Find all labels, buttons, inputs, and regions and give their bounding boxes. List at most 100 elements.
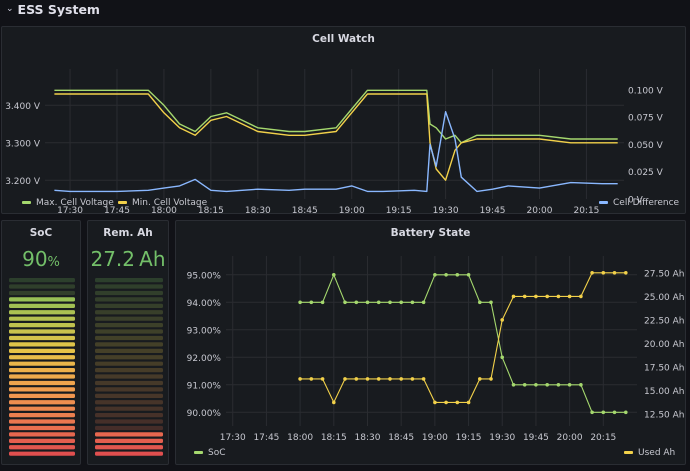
x-tick-label: 20:15 xyxy=(573,206,599,215)
data-point-soc xyxy=(365,300,370,305)
gauge-cell xyxy=(95,284,163,289)
gauge-cell xyxy=(95,393,163,398)
legend-swatch xyxy=(624,451,633,454)
row-header[interactable]: ⌄ ESS System xyxy=(0,0,690,18)
data-point-used-ah xyxy=(399,377,403,381)
gauge-cell xyxy=(95,406,163,411)
data-point-used-ah xyxy=(410,377,415,381)
data-point-used-ah xyxy=(365,377,370,381)
data-point-used-ah xyxy=(466,400,471,405)
y2-tick-label: 0 V xyxy=(628,196,644,206)
legend-label: SoC xyxy=(208,448,226,458)
gauge-cell xyxy=(95,425,163,431)
x-tick-label: 19:30 xyxy=(433,206,459,215)
gauge-cell xyxy=(9,451,75,456)
panel-title: SoC xyxy=(29,227,53,239)
data-point-used-ah xyxy=(556,294,561,299)
data-point-soc xyxy=(624,410,628,415)
x-tick-label: 18:15 xyxy=(321,433,347,443)
data-point-used-ah xyxy=(601,271,606,275)
gauge-cell xyxy=(95,303,163,308)
gauge-cell xyxy=(95,380,163,386)
legend-swatch xyxy=(22,201,31,204)
data-point-used-ah xyxy=(579,294,583,299)
data-point-soc xyxy=(511,383,516,387)
data-point-used-ah xyxy=(478,377,482,381)
gauge-cell xyxy=(95,355,163,360)
data-point-soc xyxy=(410,300,415,305)
gauge-cell xyxy=(9,355,75,360)
y2-tick-label: 0.100 V xyxy=(628,86,664,96)
data-point-soc xyxy=(466,273,471,277)
data-point-soc xyxy=(320,300,325,305)
gauge-cell xyxy=(95,413,163,418)
data-point-used-ah xyxy=(545,294,549,299)
legend-label: Cell Difference xyxy=(613,198,680,208)
x-tick-label: 17:30 xyxy=(220,433,246,443)
soc-panel[interactable]: SoC 90% xyxy=(1,220,81,465)
gauge-cell xyxy=(9,329,75,334)
x-tick-label: 20:00 xyxy=(527,206,553,215)
soc-number: 90 xyxy=(22,247,48,271)
gauge-cell xyxy=(9,303,75,308)
gauge-cell xyxy=(95,316,163,321)
cell-watch-chart[interactable]: 3.400 V 3.300 V 3.200 V 0.100 V 0.075 V 0.050… xyxy=(2,27,687,215)
chevron-down-icon[interactable]: ⌄ xyxy=(6,4,14,14)
gauge-cell xyxy=(9,310,75,315)
x-tick-label: 19:45 xyxy=(523,433,549,443)
data-point-soc xyxy=(567,383,572,387)
gauge-cell xyxy=(9,374,75,379)
data-point-used-ah xyxy=(376,377,381,381)
data-point-soc xyxy=(489,300,493,305)
gauge-cell xyxy=(9,297,75,302)
y-tick-label: 94.00% xyxy=(187,299,222,309)
soc-value: 90% xyxy=(2,247,80,271)
gauge-cell xyxy=(95,419,163,424)
rem-ah-panel[interactable]: Rem. Ah 27.2 Ah xyxy=(87,220,169,465)
data-point-used-ah xyxy=(624,271,628,275)
x-tick-label: 19:00 xyxy=(422,433,448,443)
data-point-used-ah xyxy=(612,271,617,275)
gauge-cell xyxy=(95,290,163,296)
data-point-used-ah xyxy=(534,294,538,299)
x-tick-label: 19:15 xyxy=(386,206,412,215)
series-line-max-cell-voltage xyxy=(54,89,618,144)
rem-ah-unit: Ah xyxy=(139,247,166,271)
panel-title: Battery State xyxy=(390,227,471,239)
battery-state-panel[interactable]: Battery State 95.00% 94.00% 93.00% 92.00% 91… xyxy=(175,220,686,465)
battery-state-chart[interactable]: 95.00% 94.00% 93.00% 92.00% 91.00% 90.00% 27.5… xyxy=(176,221,687,466)
cell-watch-panel[interactable]: Cell Watch 3.400 V 3.300 V 3.200 V 0.100 V 0… xyxy=(1,26,687,215)
panel-title: Rem. Ah xyxy=(103,227,153,239)
data-point-used-ah xyxy=(298,377,302,381)
gauge-cell xyxy=(95,361,163,366)
gauge-cell xyxy=(95,335,163,341)
data-point-used-ah xyxy=(309,377,314,381)
y2-tick-label: 0.025 V xyxy=(628,168,664,178)
data-point-used-ah xyxy=(388,377,392,381)
gauge-cell xyxy=(95,278,163,283)
gauge-cell xyxy=(95,432,163,437)
x-tick-label: 20:00 xyxy=(557,433,583,443)
data-point-soc xyxy=(556,383,561,387)
gauge-cell xyxy=(95,323,163,328)
x-tick-label: 18:30 xyxy=(355,433,381,443)
row-title: ESS System xyxy=(17,1,100,17)
data-point-soc xyxy=(522,383,527,387)
soc-unit: % xyxy=(47,255,60,270)
legend-label: Min. Cell Voltage xyxy=(132,198,208,208)
data-point-soc xyxy=(455,273,460,277)
x-tick-label: 19:00 xyxy=(339,206,365,215)
data-point-used-ah xyxy=(354,377,359,381)
legend-swatch xyxy=(599,201,608,204)
rem-ah-number: 27.2 xyxy=(90,247,136,271)
y2-tick-label: 22.50 Ah xyxy=(644,316,685,326)
rem-ah-bar-gauge xyxy=(95,278,163,456)
data-point-used-ah xyxy=(511,294,516,299)
data-point-soc xyxy=(590,410,594,415)
x-tick-label: 18:00 xyxy=(151,206,177,215)
x-tick-label: 18:45 xyxy=(388,433,414,443)
gauge-cell xyxy=(95,387,163,392)
data-point-used-ah xyxy=(433,400,437,405)
data-point-used-ah xyxy=(522,294,527,299)
data-point-soc xyxy=(579,383,583,387)
